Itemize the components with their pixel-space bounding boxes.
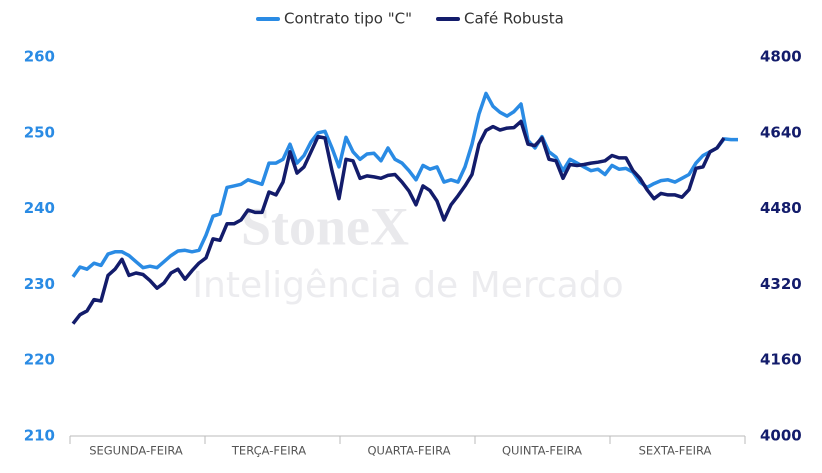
series-line [71, 91, 738, 278]
y-tick-label: 250 [24, 123, 55, 141]
y2-tick-label: 4640 [760, 123, 802, 141]
y-tick-label: 240 [24, 199, 55, 217]
x-tick-label: SEXTA-FEIRA [639, 444, 712, 458]
x-tick-label: TERÇA-FEIRA [231, 444, 306, 458]
y2-tick-label: 4320 [760, 275, 802, 293]
y2-tick-label: 4160 [760, 351, 802, 369]
y-tick-label: 260 [24, 48, 55, 66]
series-line [71, 119, 726, 325]
day-separators [69, 436, 746, 444]
x-tick-label: SEGUNDA-FEIRA [89, 444, 183, 458]
watermark-subtitle: Inteligência de Mercado [192, 265, 623, 306]
y-tick-label: 210 [24, 427, 55, 445]
y-tick-label: 220 [24, 351, 55, 369]
x-tick-label: QUARTA-FEIRA [367, 444, 450, 458]
x-tick-label: QUINTA-FEIRA [502, 444, 582, 458]
watermark-brand: StoneX [241, 196, 409, 256]
legend-label: Contrato tipo "C" [284, 10, 412, 28]
y-tick-label: 230 [24, 275, 55, 293]
y2-tick-label: 4000 [760, 427, 802, 445]
legend-label: Café Robusta [464, 10, 564, 28]
y2-tick-label: 4480 [760, 199, 802, 217]
y2-tick-label: 4800 [760, 48, 802, 66]
